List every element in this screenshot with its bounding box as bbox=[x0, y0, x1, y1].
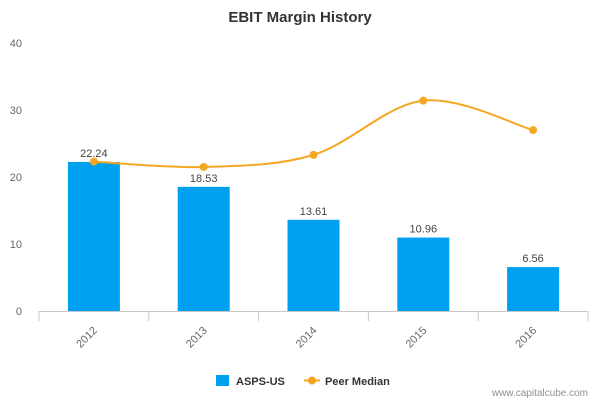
bar-labels: 22.24 18.53 13.61 10.96 6.56 bbox=[80, 148, 544, 265]
bar-data-label-2014: 13.61 bbox=[300, 206, 328, 218]
peer-median-point-2012 bbox=[89, 157, 98, 166]
chart-title: EBIT Margin History bbox=[228, 9, 372, 26]
y-tick-label-10: 10 bbox=[10, 239, 22, 251]
bar-series bbox=[67, 161, 560, 311]
peer-median-point-2015 bbox=[419, 96, 428, 105]
x-axis: 2012 2013 2014 2015 2016 bbox=[38, 311, 589, 351]
y-axis: 0 10 20 30 40 bbox=[10, 38, 22, 318]
bar-2013 bbox=[177, 186, 230, 311]
peer-median-point-2016 bbox=[529, 126, 538, 135]
x-tick-label-2014: 2014 bbox=[294, 325, 320, 351]
bar-2012 bbox=[67, 161, 120, 311]
y-tick-label-40: 40 bbox=[10, 38, 22, 50]
legend-label-line[interactable]: Peer Median bbox=[325, 376, 390, 388]
line-series bbox=[89, 96, 538, 171]
x-tick-label-2016: 2016 bbox=[513, 325, 539, 351]
x-tick-label-2013: 2013 bbox=[184, 325, 210, 351]
x-tick-label-2012: 2012 bbox=[74, 325, 100, 351]
peer-median-point-2013 bbox=[199, 162, 208, 171]
bar-data-label-2015: 10.96 bbox=[410, 224, 438, 236]
bar-2014 bbox=[287, 219, 340, 311]
x-tick-label-2015: 2015 bbox=[404, 325, 430, 351]
bar-data-label-2016: 6.56 bbox=[522, 253, 543, 265]
legend-label-bar[interactable]: ASPS-US bbox=[236, 376, 285, 388]
y-tick-label-30: 30 bbox=[10, 105, 22, 117]
bar-data-label-2013: 18.53 bbox=[190, 173, 218, 185]
y-tick-label-20: 20 bbox=[10, 172, 22, 184]
bar-2015 bbox=[397, 237, 450, 311]
bar-data-label-2012: 22.24 bbox=[80, 148, 108, 160]
peer-median-point-2014 bbox=[309, 150, 318, 159]
legend-swatch-bar bbox=[216, 375, 229, 386]
y-tick-label-0: 0 bbox=[16, 306, 22, 318]
bar-2016 bbox=[507, 267, 560, 311]
credit-text: www.capitalcube.com bbox=[491, 388, 588, 399]
legend-swatch-marker bbox=[308, 376, 316, 385]
legend: ASPS-US Peer Median bbox=[216, 375, 390, 388]
